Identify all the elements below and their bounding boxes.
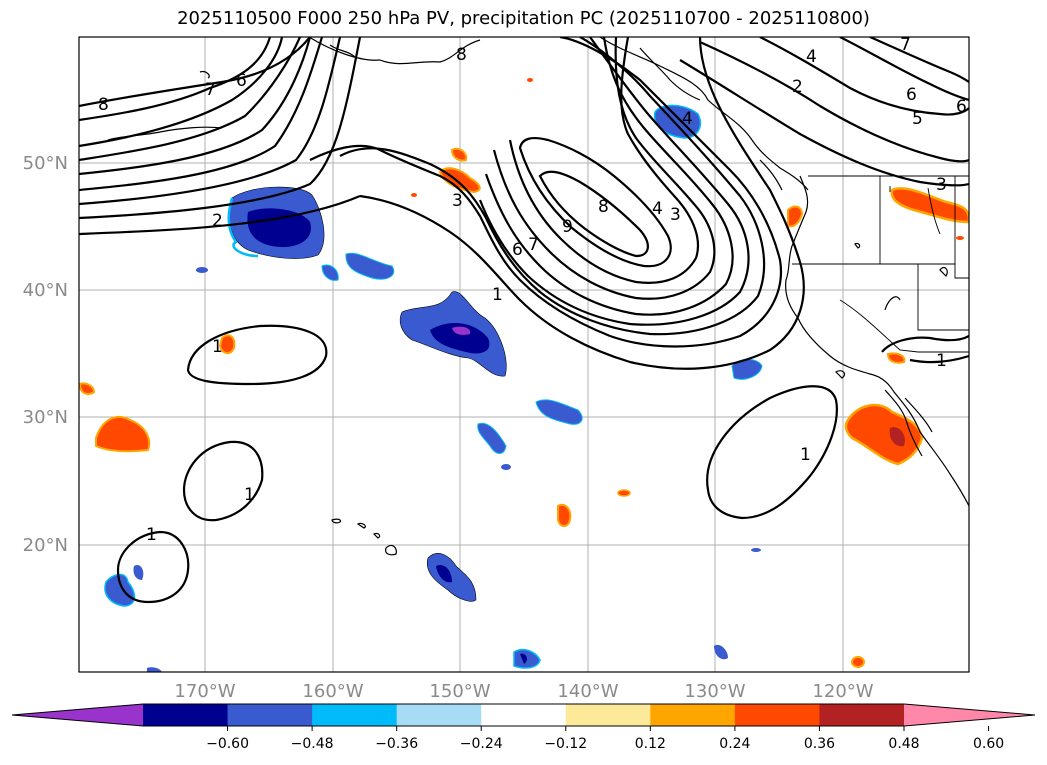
borders [792,175,969,353]
lon-label: 170°W [174,681,235,702]
pv-contour-7-nw [79,37,272,122]
precip-blob-central-core [430,323,490,354]
lon-label: 130°W [684,681,745,702]
colorbar-tick-label: −0.36 [375,736,418,752]
pv-contour-1-se [706,385,838,520]
precip-blob-s2 [477,422,507,454]
contour-label: 6 [236,71,247,91]
contour-label: 3 [452,191,463,211]
contour-label: 8 [598,197,609,217]
contour-label: 3 [670,205,681,225]
pv-contour-1-w [79,194,361,236]
map-title: 2025110500 F000 250 hPa PV, precipitatio… [177,8,870,29]
colorbar-segment [650,704,736,726]
contour-label: 3 [936,175,947,195]
pv-contour-ne-4 [759,37,969,116]
gridlines [79,37,969,672]
precip-blob-west-2 [321,264,339,281]
colorbar-tick-label: 0.60 [973,736,1004,752]
contour-label: 4 [652,199,663,219]
latitude-labels: 50°N 40°N 30°N 20°N [23,153,68,556]
colorbar-tick-label: 0.24 [719,736,750,752]
contour-label: 9 [562,217,573,237]
contour-label: 1 [800,445,811,465]
precip-pos-7 [787,205,804,228]
pv-contour-6-nw [79,37,284,148]
contour-label: 7 [205,80,216,100]
colorbar-arrow-left [12,704,143,726]
precip-positive-areas [79,78,969,668]
colorbar-tick-label: 0.48 [888,736,919,752]
map-panel [79,37,969,672]
colorbar-tick-label: −0.60 [206,736,249,752]
lat-label: 20°N [23,535,68,556]
pv-contour-1-sw1 [182,440,264,522]
lon-label: 120°W [812,681,873,702]
precip-blob-west-3 [345,252,395,280]
longitude-labels: 170°W 160°W 150°W 140°W 130°W 120°W [174,681,873,702]
precip-blob-west-core [247,208,311,248]
contour-label: 1 [146,525,157,545]
contour-label: 4 [806,47,817,67]
pv-contours [79,37,969,604]
colorbar-tick-label: 0.36 [804,736,835,752]
precip-pos-2 [218,334,236,354]
colorbar-segment [143,704,229,726]
colorbar-segment [734,704,820,726]
contour-label: 1 [212,337,223,357]
pv-contour-1-sw2 [116,530,190,604]
lat-label: 40°N [23,280,68,301]
lat-label: 50°N [23,153,68,174]
contour-label: 8 [98,95,109,115]
contour-label: 1 [492,285,503,305]
contour-label: 7 [900,35,911,55]
colorbar-tick-label: 0.12 [635,736,666,752]
contour-label: 1 [936,351,947,371]
contour-label: 6 [512,240,523,260]
contour-label: 2 [792,77,803,97]
contour-label: 8 [456,45,467,65]
contour-label: 2 [212,211,223,231]
pv-contour-1-e [881,335,969,353]
colorbar-segment [396,704,482,726]
contour-label: 7 [528,235,539,255]
colorbar: −0.60 −0.48 −0.36 −0.24 −0.12 0.12 0.24 0.36 0.4… [11,703,1036,752]
colorbar-segment [312,704,398,726]
colorbar-tick-label: −0.12 [544,736,587,752]
lon-label: 140°W [557,681,618,702]
lon-label: 160°W [302,681,363,702]
precip-blob-s1 [535,399,583,425]
colorbar-segment [565,704,651,726]
precip-pos-5 [844,403,924,466]
colorbar-tick-label: −0.48 [291,736,334,752]
contour-label: 1 [244,485,255,505]
lat-label: 30°N [23,407,68,428]
lon-label: 150°W [429,681,490,702]
contour-label: 5 [912,109,923,129]
map-frame [78,36,970,673]
pv-contour-8-nw [79,37,311,108]
precip-pos-4 [557,503,572,527]
colorbar-segment [227,704,313,726]
precip-pos-3 [95,415,151,453]
colorbar-tick-label: −0.24 [460,736,503,752]
precip-blob-central-purple [452,326,471,335]
pv-contour-ridge [309,37,783,348]
colorbar-segment [819,704,905,726]
pv-contour-1-main [359,37,805,370]
pv-contour-9-core [538,170,649,258]
pv-contour-1-w-loop [186,324,328,386]
colorbar-outline [11,703,1036,727]
contour-label: 6 [906,85,917,105]
contour-label: 6 [956,97,967,117]
pv-contour-labels: 8 7 6 2 1 1 1 8 3 6 7 9 8 4 3 1 4 4 2 7 … [98,35,967,545]
contour-label: 4 [682,109,693,129]
pv-contour-2-w [79,37,362,220]
colorbar-segment [481,704,567,726]
colorbar-arrow-right [904,704,1035,726]
precip-blob-bottom2 [714,644,728,660]
